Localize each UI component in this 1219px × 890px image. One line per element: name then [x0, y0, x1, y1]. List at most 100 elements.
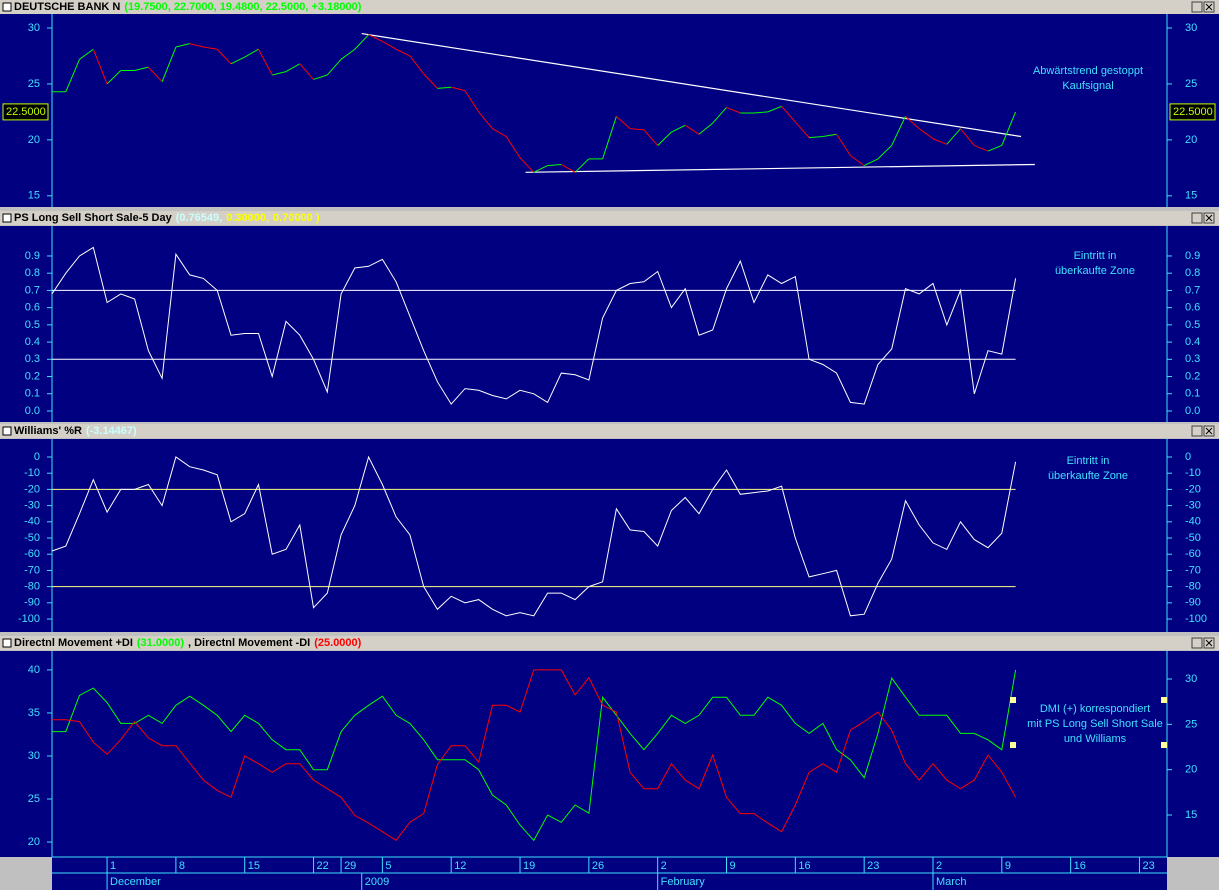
- y-tick-label-right: -60: [1185, 548, 1201, 560]
- price-segment: [643, 129, 659, 146]
- price-segment: [960, 128, 975, 146]
- price-segment: [946, 128, 961, 145]
- y-tick-label: 20: [28, 836, 40, 848]
- price-segment: [92, 49, 108, 85]
- y-tick-label-right: -50: [1185, 532, 1201, 544]
- price-segment: [987, 145, 1003, 152]
- price-segment: [753, 111, 768, 114]
- price-segment: [134, 66, 149, 71]
- y-tick-label: 40: [28, 664, 40, 676]
- y-tick-label: 0: [34, 451, 40, 463]
- title-bar: [0, 636, 1219, 650]
- title-icon: [2, 213, 12, 223]
- price-segment: [382, 40, 397, 50]
- month-label: 2009: [365, 876, 389, 888]
- price-segment: [340, 48, 356, 60]
- price-segment: [519, 157, 535, 173]
- title-part: (25.0000): [314, 637, 361, 649]
- close-icon: [1205, 214, 1213, 222]
- annotation: Abwärtstrend gestoppt: [1033, 65, 1143, 77]
- y-tick-label-right: 0: [1185, 451, 1191, 463]
- x-tick-label: 2: [936, 860, 942, 872]
- panel-background: [0, 439, 1219, 632]
- x-tick-label: 12: [454, 860, 466, 872]
- trendline: [525, 163, 1035, 173]
- y-tick-label-right: 15: [1185, 190, 1197, 202]
- annotation: und Williams: [1064, 733, 1127, 745]
- price-segment: [616, 116, 631, 130]
- price-segment: [244, 48, 259, 58]
- y-tick-label-right: -100: [1185, 613, 1207, 625]
- annotation: Eintritt in: [1067, 455, 1110, 467]
- x-tick-label: 26: [592, 860, 604, 872]
- y-tick-label: -90: [24, 597, 40, 609]
- x-tick-label: 15: [248, 860, 260, 872]
- y2-tick-label: 25: [1185, 718, 1197, 730]
- panel-title: DEUTSCHE BANK N (19.7500, 22.7000, 19.480…: [14, 1, 362, 13]
- price-segment: [671, 124, 686, 133]
- price-segment: [409, 55, 425, 75]
- title-part: DEUTSCHE BANK N: [14, 1, 120, 13]
- y-tick-label-right: 0.3: [1185, 353, 1200, 365]
- y-tick-label: -60: [24, 548, 40, 560]
- price-segment: [216, 48, 232, 65]
- title-part: , Directnl Movement -DI: [188, 637, 310, 649]
- title-bar: [0, 0, 1219, 14]
- price-segment: [258, 49, 273, 76]
- last-value-box: [1169, 103, 1216, 121]
- price-segment: [272, 71, 287, 76]
- x-tick-label: 19: [523, 860, 535, 872]
- close-icon: [1205, 639, 1213, 647]
- y2-tick-label: 20: [1185, 764, 1197, 776]
- panel-title: Directnl Movement +DI (31.0000) , Directnl…: [14, 637, 362, 649]
- y-tick-label-right: -90: [1185, 597, 1201, 609]
- y-tick-label: -50: [24, 532, 40, 544]
- minimize-button: [1191, 425, 1203, 437]
- marker-square: [1161, 697, 1167, 703]
- title-part: Directnl Movement +DI: [14, 637, 133, 649]
- series-line: [51, 455, 1017, 617]
- title-icon: [2, 638, 12, 648]
- price-segment: [547, 163, 562, 167]
- y-tick-label: 30: [28, 750, 40, 762]
- close-icon: [1205, 3, 1213, 11]
- panel-title: PS Long Sell Short Sale-5 Day (0.76549, 0.…: [14, 212, 320, 224]
- y-tick-label: -100: [18, 613, 40, 625]
- title-part: 0.30000,: [226, 212, 269, 224]
- y-tick-label-right: -30: [1185, 500, 1201, 512]
- x-tick-label: 29: [344, 860, 356, 872]
- price-segment: [809, 136, 823, 139]
- price-segment: [354, 34, 369, 50]
- title-icon: [2, 426, 12, 436]
- annotation: Eintritt in: [1074, 250, 1117, 262]
- marker-square: [1010, 742, 1016, 748]
- y-tick-label-right: 30: [1185, 22, 1197, 34]
- price-segment: [478, 111, 493, 129]
- minimize-button: [1191, 1, 1203, 13]
- x-tick-label: 22: [317, 860, 329, 872]
- y-tick-label: -30: [24, 500, 40, 512]
- price-segment: [781, 105, 796, 123]
- x-tick-label: 16: [1074, 860, 1086, 872]
- annotation: Kaufsignal: [1062, 80, 1113, 92]
- y-tick-label-right: 0.8: [1185, 267, 1200, 279]
- title-part: PS Long Sell Short Sale-5 Day: [14, 212, 173, 224]
- title-icon: [2, 2, 12, 12]
- y-tick-label-right: 0.5: [1185, 319, 1200, 331]
- price-segment: [464, 90, 480, 113]
- month-label: February: [661, 876, 706, 888]
- y-tick-label-right: 0.6: [1185, 302, 1200, 314]
- price-segment: [836, 134, 851, 156]
- price-segment: [698, 122, 714, 135]
- y-tick-label-right: 0.2: [1185, 370, 1200, 382]
- y2-tick-label: 15: [1185, 809, 1197, 821]
- y-tick-label-right: -40: [1185, 516, 1201, 528]
- y-tick-label: -10: [24, 467, 40, 479]
- y2-tick-label: 30: [1185, 673, 1197, 685]
- annotation: überkaufte Zone: [1048, 470, 1128, 482]
- price-segment: [891, 116, 906, 146]
- price-segment: [657, 131, 672, 146]
- series-line: [52, 669, 1017, 842]
- price-segment: [630, 128, 644, 131]
